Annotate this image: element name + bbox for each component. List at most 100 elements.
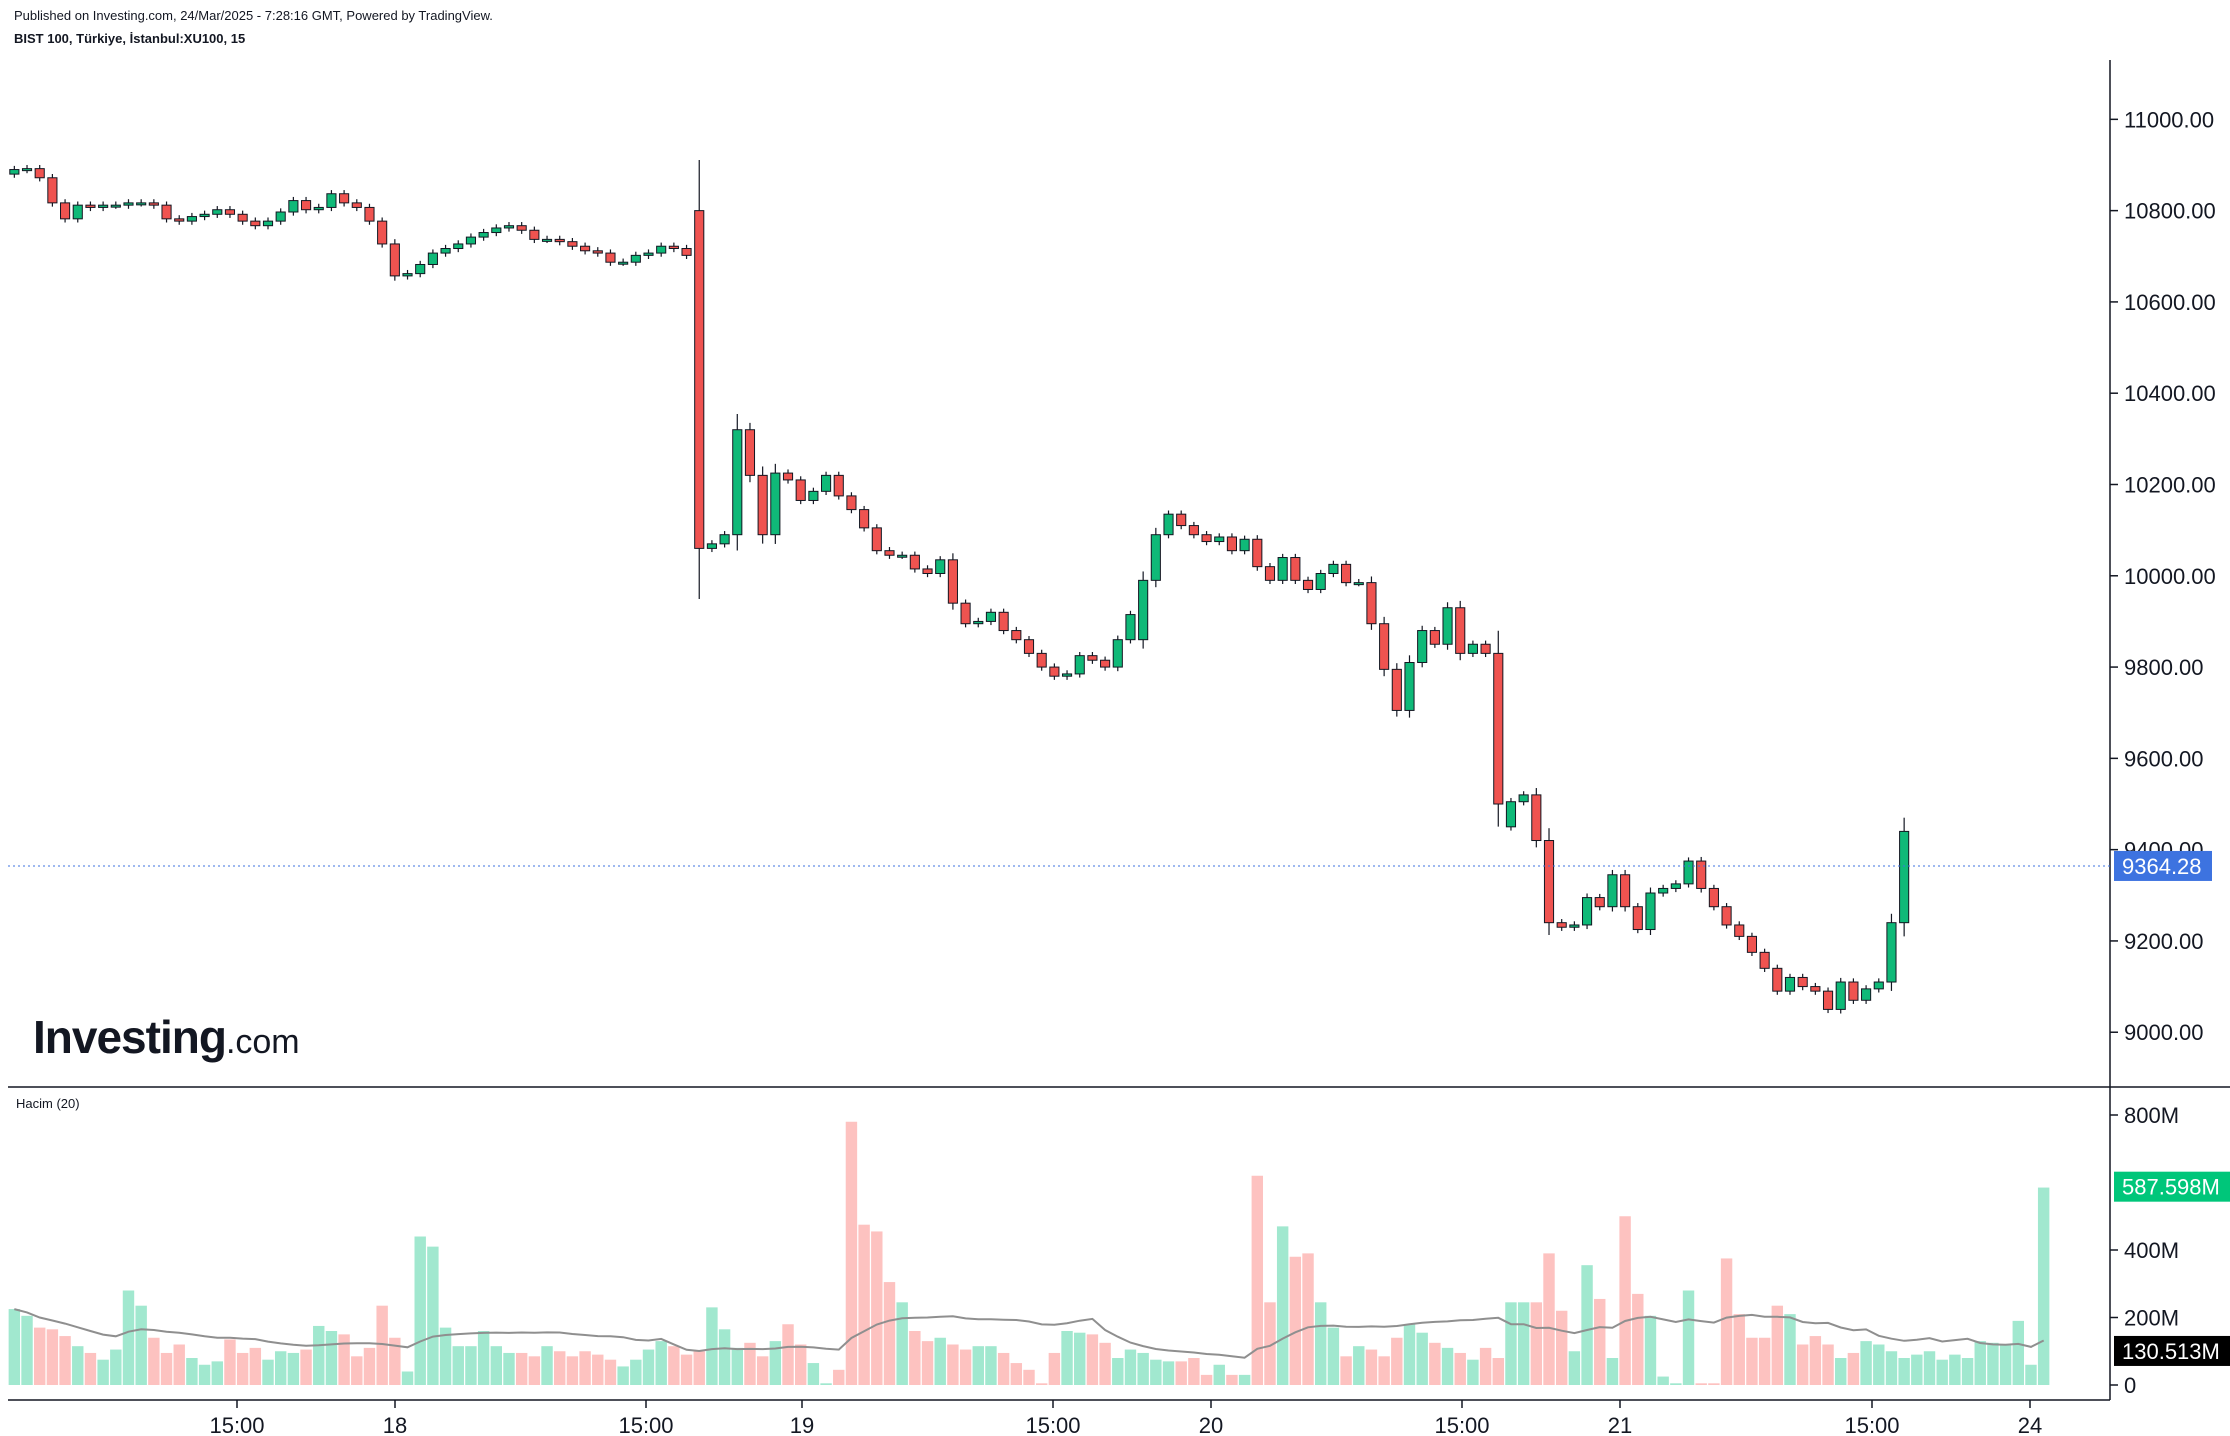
candle-body — [1290, 557, 1301, 581]
symbol-title: BIST 100, Türkiye, İstanbul:XU100, 15 — [14, 31, 246, 46]
candle-body — [465, 236, 477, 245]
volume-bar — [972, 1346, 984, 1385]
volume-bar — [845, 1121, 858, 1385]
candle-body — [770, 472, 781, 536]
candle-body — [415, 263, 426, 275]
price-tick-label: 9800.00 — [2124, 655, 2204, 680]
candle-body — [377, 220, 388, 245]
candle-body — [922, 568, 933, 574]
volume-bar — [59, 1336, 71, 1385]
volume-bar — [1758, 1337, 1771, 1385]
volume-tick-label: 800M — [2124, 1103, 2179, 1128]
candle-body — [1620, 874, 1631, 908]
candle-body — [427, 252, 438, 265]
volume-bar — [883, 1282, 896, 1385]
published-note: Published on Investing.com, 24/Mar/2025 … — [14, 8, 493, 23]
candle-body — [161, 204, 172, 220]
volume-bar — [490, 1346, 503, 1385]
volume-bar — [756, 1356, 769, 1385]
candle-body — [1632, 906, 1643, 931]
candle-body — [34, 168, 45, 179]
candle-body — [833, 474, 844, 497]
candle-body — [973, 620, 984, 625]
volume-bar — [985, 1346, 997, 1385]
last-volume-label: 587.598M — [2122, 1175, 2220, 1200]
candle-body — [1163, 513, 1174, 536]
candle-body — [859, 509, 870, 529]
candle-body — [1341, 563, 1352, 584]
volume-bar — [262, 1359, 274, 1385]
volume-bar — [731, 1347, 743, 1385]
volume-bar — [1961, 1358, 1974, 1385]
volume-bar — [1708, 1383, 1720, 1385]
candle-body — [1391, 668, 1402, 711]
candle-body — [1607, 874, 1618, 908]
volume-bar — [1162, 1361, 1175, 1385]
candle-body — [1848, 981, 1859, 1001]
price-tick-label: 10000.00 — [2124, 564, 2216, 589]
last-price-tag — [2114, 850, 2212, 881]
candle-body — [1531, 794, 1542, 842]
candle-body — [1302, 579, 1314, 590]
volume-bar — [1644, 1315, 1657, 1385]
candle-body — [389, 243, 400, 277]
volume-bar — [820, 1383, 832, 1385]
volume-bar — [34, 1327, 46, 1385]
volume-bars — [8, 1121, 2050, 1385]
candle-body — [1899, 830, 1910, 924]
volume-bar — [1670, 1383, 1682, 1385]
candle-body — [1379, 623, 1390, 670]
candle-body — [605, 252, 616, 263]
volume-bar — [1264, 1302, 1276, 1385]
candle-body — [1214, 536, 1225, 543]
volume-bar — [718, 1329, 731, 1385]
volume-bar — [1213, 1364, 1225, 1385]
volume-bar — [1391, 1337, 1403, 1385]
candle-body — [1543, 840, 1555, 924]
candle-body — [1264, 566, 1276, 581]
candle-body — [72, 204, 83, 220]
volume-bar — [1898, 1358, 1910, 1385]
volume-bar — [351, 1356, 363, 1385]
time-tick-label: 20 — [1199, 1413, 1223, 1436]
investing-logo: Investing.com — [33, 1010, 300, 1064]
volume-bar — [1251, 1175, 1264, 1385]
price-tick-label: 9200.00 — [2124, 929, 2204, 954]
volume-bar — [2037, 1187, 2050, 1385]
candle-body — [808, 490, 819, 501]
last-price-label: 9364.28 — [2122, 854, 2202, 879]
price-tick-label: 10200.00 — [2124, 472, 2216, 497]
candle-body — [1125, 614, 1136, 641]
volume-bar — [997, 1352, 1010, 1385]
candle-body — [643, 252, 654, 256]
volume-bar — [135, 1305, 147, 1385]
volume-tick-label: 400M — [2124, 1238, 2179, 1263]
time-tick-label: 19 — [790, 1413, 814, 1436]
candle-body — [9, 169, 20, 175]
volume-bar — [858, 1224, 870, 1385]
volume-bar — [287, 1352, 300, 1385]
volume-bar — [414, 1236, 426, 1385]
volume-bar — [224, 1339, 236, 1385]
candle-body — [1505, 801, 1517, 828]
candle-body — [1011, 630, 1022, 641]
candle-body — [871, 527, 882, 552]
volume-bar — [1010, 1363, 1023, 1385]
candle-body — [1784, 976, 1796, 992]
candle-body — [935, 559, 946, 574]
candle-body — [1176, 513, 1187, 527]
volume-ma-line — [14, 1308, 2045, 1359]
candle-body — [909, 554, 920, 570]
candle-body — [1670, 883, 1681, 889]
candle-body — [288, 200, 299, 213]
candle-body — [1252, 538, 1263, 568]
volume-bar — [959, 1349, 972, 1385]
volume-bar — [2025, 1364, 2037, 1385]
price-tick-label: 10800.00 — [2124, 199, 2216, 224]
volume-bar — [947, 1344, 959, 1385]
candle-body — [1239, 538, 1250, 552]
candle-body — [300, 200, 312, 211]
volume-bar — [1936, 1359, 1948, 1385]
volume-bar — [744, 1342, 756, 1385]
